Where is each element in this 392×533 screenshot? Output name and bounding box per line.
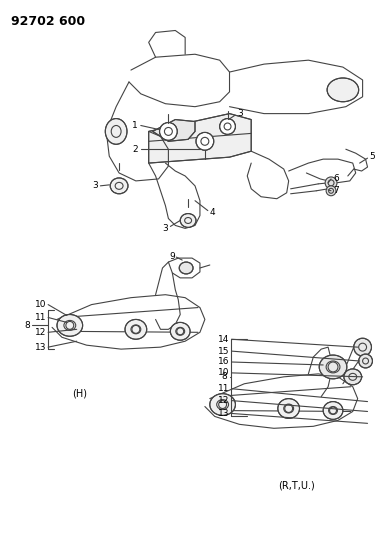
Circle shape xyxy=(354,338,372,356)
Text: 8: 8 xyxy=(25,321,31,330)
Text: 5: 5 xyxy=(370,152,375,160)
Text: 10: 10 xyxy=(218,368,230,377)
Ellipse shape xyxy=(110,178,128,194)
Text: 12: 12 xyxy=(218,396,230,405)
Ellipse shape xyxy=(105,118,127,144)
Ellipse shape xyxy=(179,262,193,274)
Text: 92702 600: 92702 600 xyxy=(11,14,85,28)
Circle shape xyxy=(220,118,236,134)
Circle shape xyxy=(196,132,214,150)
Polygon shape xyxy=(152,119,195,141)
Text: 13: 13 xyxy=(34,343,46,352)
Ellipse shape xyxy=(323,401,343,419)
Text: 3: 3 xyxy=(163,224,169,233)
Ellipse shape xyxy=(344,369,361,385)
Text: 4: 4 xyxy=(210,208,216,217)
Circle shape xyxy=(325,177,337,189)
Text: (R,T,U.): (R,T,U.) xyxy=(278,481,315,491)
Circle shape xyxy=(160,123,177,140)
Text: 9: 9 xyxy=(170,252,175,261)
Text: 8: 8 xyxy=(222,373,227,381)
Text: 11: 11 xyxy=(34,313,46,322)
Text: 3: 3 xyxy=(238,109,243,118)
Polygon shape xyxy=(149,114,251,163)
Text: 7: 7 xyxy=(333,187,339,195)
Text: 11: 11 xyxy=(218,384,230,393)
Ellipse shape xyxy=(210,394,236,415)
Ellipse shape xyxy=(57,314,83,336)
Text: 3: 3 xyxy=(93,181,98,190)
Ellipse shape xyxy=(171,322,190,340)
Text: 1: 1 xyxy=(132,121,138,130)
Ellipse shape xyxy=(327,78,359,102)
Text: 2: 2 xyxy=(132,145,138,154)
Text: 6: 6 xyxy=(333,174,339,183)
Text: 12: 12 xyxy=(35,328,46,337)
Text: (H): (H) xyxy=(72,389,87,399)
Ellipse shape xyxy=(180,214,196,228)
Ellipse shape xyxy=(319,355,347,379)
Circle shape xyxy=(359,354,372,368)
Circle shape xyxy=(326,186,336,196)
Text: 10: 10 xyxy=(34,300,46,309)
Text: 14: 14 xyxy=(218,335,230,344)
Text: 13: 13 xyxy=(218,409,230,418)
Ellipse shape xyxy=(125,319,147,339)
Text: 15: 15 xyxy=(218,346,230,356)
Text: 16: 16 xyxy=(218,358,230,367)
Ellipse shape xyxy=(278,399,299,418)
